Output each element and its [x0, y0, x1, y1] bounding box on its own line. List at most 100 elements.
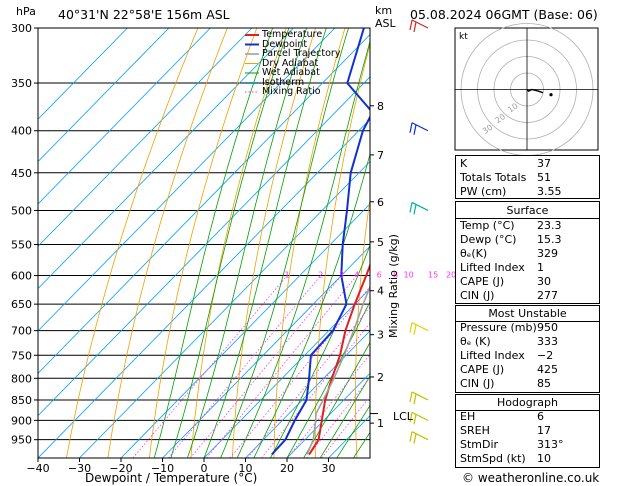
- isotherm-line: [38, 28, 253, 247]
- hodograph-trace: [526, 88, 544, 94]
- profile-dewpoint: [271, 28, 370, 456]
- background-lines: [38, 28, 370, 458]
- barb-feather: [409, 431, 413, 442]
- surface-row: θₑ(K) 329: [460, 247, 558, 260]
- pressure-label: 800: [11, 372, 32, 385]
- temp-tick-label: −40: [26, 462, 49, 475]
- pressure-label: 350: [11, 77, 32, 90]
- legend-entry: Wet Adiabat: [262, 67, 320, 78]
- hodo-row: StmSpd (kt) 10: [460, 452, 551, 465]
- isotherm-line: [286, 372, 370, 458]
- mixing-ratio-label: 15: [428, 271, 438, 280]
- wind-barbs: [409, 19, 429, 444]
- mixing-ratio-line: [287, 353, 370, 458]
- pressure-label: 900: [11, 414, 32, 427]
- hodograph-unit: kt: [459, 32, 468, 42]
- hodo-row: StmDir 313°: [460, 438, 564, 451]
- axes: 1234681015202530035040045050055060065070…: [11, 22, 470, 475]
- km-label: 2: [377, 371, 384, 384]
- temp-tick-label: 20: [280, 462, 294, 475]
- wet-adiabat-line: [253, 152, 370, 458]
- profile-parcel-trajectory: [306, 284, 370, 455]
- barb-feather: [413, 393, 417, 405]
- barb-shaft: [411, 391, 429, 401]
- barb-shaft: [411, 322, 429, 332]
- barb-feather: [409, 19, 413, 31]
- hodo-row: SREH 17: [460, 424, 551, 437]
- legend-entry: Temperature: [262, 29, 323, 40]
- pressure-label: 650: [11, 298, 32, 311]
- wet-adiabat-line: [303, 341, 370, 458]
- x-axis-title: Dewpoint / Temperature (°C): [85, 471, 258, 485]
- barb-feather: [413, 324, 417, 335]
- mixing-ratio-line: [206, 275, 358, 458]
- index-row-pw: PW (cm) 3.55: [460, 185, 562, 198]
- km-label: 6: [377, 196, 384, 209]
- km-label: 5: [377, 236, 384, 249]
- barb-feather: [409, 412, 413, 423]
- isotherm-line: [38, 28, 336, 332]
- wind-barb: [409, 19, 429, 33]
- km-label: 1: [377, 417, 384, 430]
- wind-barb: [409, 391, 429, 405]
- pressure-label: 950: [11, 434, 32, 447]
- mixing-ratio-line: [261, 322, 370, 458]
- datetime-title: 05.08.2024 06GMT (Base: 06): [410, 7, 598, 22]
- barb-shaft: [411, 122, 429, 132]
- km-label: km: [375, 4, 393, 17]
- wet-adiabat-line: [286, 300, 370, 458]
- surface-row: CAPE (J) 30: [460, 275, 551, 288]
- mixing-ratio-label: 3: [339, 271, 344, 280]
- pressure-label: 550: [11, 238, 32, 251]
- barb-shaft: [411, 19, 429, 29]
- right-axis-title: Mixing Ratio (g/kg): [387, 234, 400, 338]
- wet-adiabat-line: [236, 40, 370, 458]
- mixing-ratio-line: [132, 275, 288, 458]
- barb-feather: [409, 202, 413, 213]
- mu-row: Lifted Index −2: [460, 349, 554, 362]
- temp-tick-label: −20: [109, 462, 132, 475]
- mu-row: CIN (J) 85: [460, 377, 551, 390]
- surface-row: CIN (J) 277: [460, 289, 558, 302]
- index-row-totals: Totals Totals 51: [460, 171, 551, 184]
- legend-entry: Parcel Trajectory: [262, 48, 341, 59]
- isotherm-line: [38, 118, 370, 458]
- isotherm-line: [79, 160, 370, 458]
- temp-tick-label: −30: [68, 462, 91, 475]
- mixing-ratio-label: 1: [285, 271, 290, 280]
- location-title: 40°31'N 22°58'E 156m ASL: [58, 7, 230, 22]
- most-unstable-title: Most Unstable: [488, 307, 567, 320]
- barb-feather: [413, 204, 417, 215]
- copyright-footer: © weatheronline.co.uk: [462, 471, 600, 485]
- isotherm-line: [38, 28, 211, 205]
- temp-tick-label: 30: [322, 462, 336, 475]
- dry-adiabat-line: [314, 43, 370, 458]
- mixing-ratio-label: 10: [404, 271, 414, 280]
- dry-adiabat-line: [66, 28, 199, 458]
- barb-shaft: [411, 431, 429, 441]
- pressure-label: 500: [11, 204, 32, 217]
- pressure-label: 300: [11, 22, 32, 35]
- surface-row: Lifted Index 1: [460, 261, 544, 274]
- pressure-label: 400: [11, 125, 32, 138]
- legend-entry: Isotherm: [262, 76, 305, 88]
- wet-adiabat-line: [203, 28, 327, 458]
- km-label: 4: [377, 285, 384, 298]
- isotherm-line: [38, 28, 170, 163]
- wind-barb: [409, 431, 429, 444]
- wet-adiabat-line: [220, 28, 349, 458]
- barb-shaft: [411, 411, 429, 421]
- pressure-label: 700: [11, 325, 32, 338]
- mixing-ratio-label: 20: [446, 271, 456, 280]
- wind-barb: [409, 201, 429, 215]
- temp-tick-label: 0: [201, 462, 208, 475]
- legend-entry: Dry Adiabat: [262, 57, 319, 69]
- index-row-k: K 37: [460, 157, 551, 170]
- mixing-ratio-label: 6: [377, 271, 382, 280]
- km-label: 3: [377, 329, 384, 342]
- lcl-label: LCL: [393, 410, 413, 423]
- pressure-unit-label: hPa: [16, 5, 36, 18]
- mixing-ratio-line: [229, 286, 370, 458]
- barb-feather: [413, 21, 417, 33]
